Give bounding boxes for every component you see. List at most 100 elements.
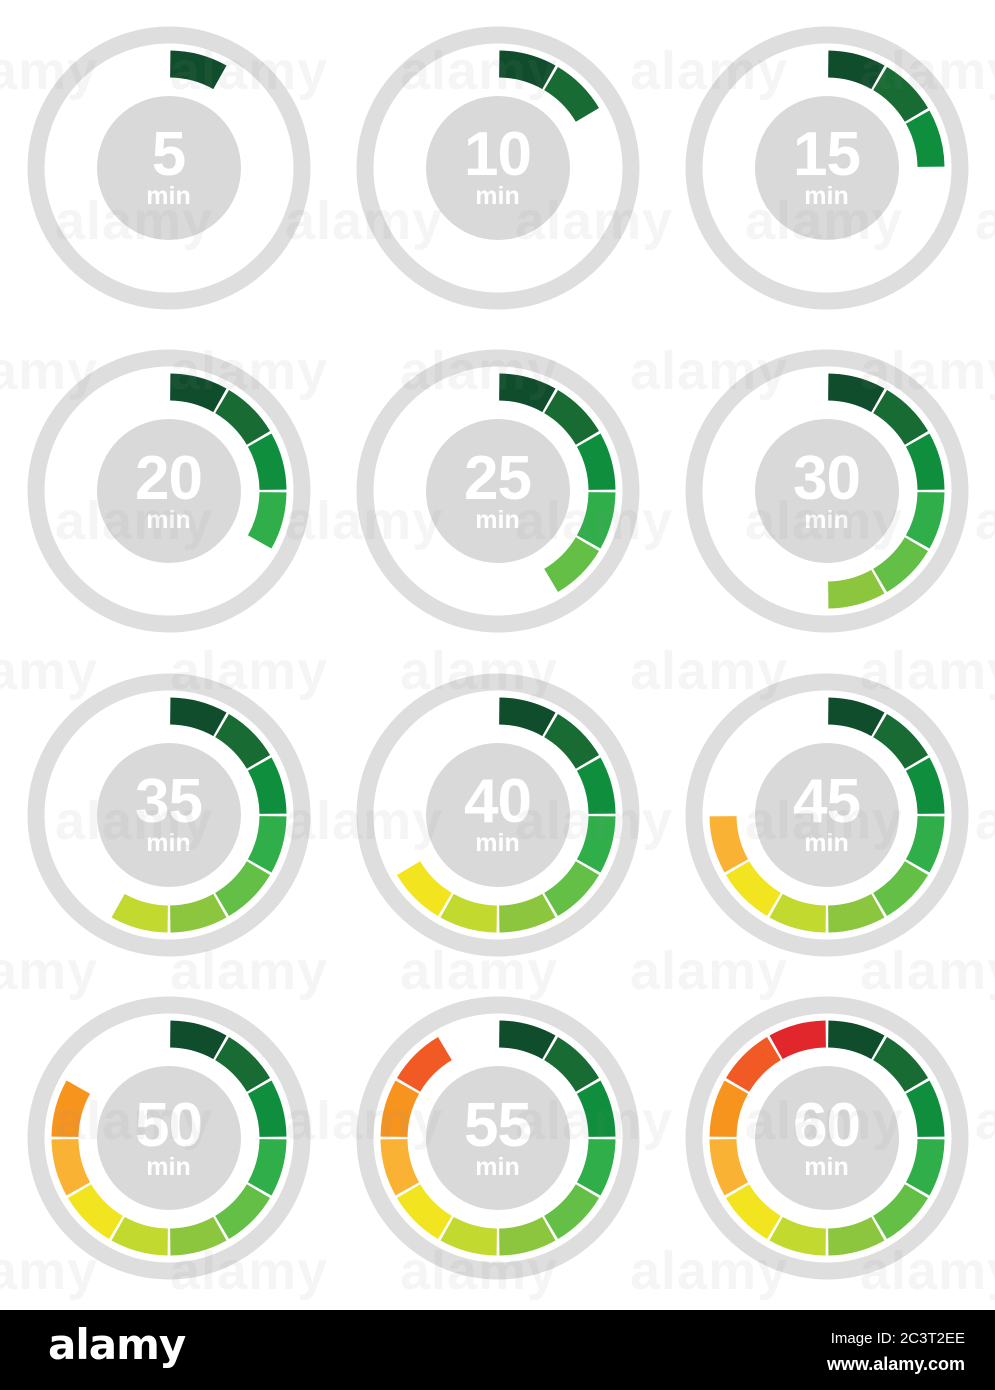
gauge-segment-7 [111, 893, 168, 933]
gauge-outer-ring [356, 673, 639, 957]
gauge-segment-2 [543, 66, 599, 122]
gauge-segment-6 [827, 893, 884, 933]
alamy-footer-bar: alamy Image ID: 2C3T2EE www.alamy.com [0, 1310, 995, 1390]
gauge-segment-10 [51, 1080, 90, 1138]
gauge-cell-10min: 10 min [333, 6, 662, 330]
gauge-segment-5 [214, 860, 270, 916]
gauge-segment-6 [498, 1216, 555, 1256]
gauge-track [709, 50, 944, 286]
gauge-segment-1 [827, 373, 884, 413]
gauge-outer-ring [685, 349, 968, 633]
gauge-grid: 5 min 10 min 15 min 20 min 25 min 30 min 35 min 40 min 4… [4, 6, 991, 1301]
gauge-10min[interactable]: 10 min [353, 23, 643, 313]
gauge-segment-4 [247, 1138, 286, 1196]
gauge-15min[interactable]: 15 min [682, 23, 972, 313]
gauge-segment-6 [169, 893, 226, 933]
gauge-segment-4 [576, 1138, 615, 1196]
gauge-segment-2 [214, 713, 270, 769]
gauge-cell-60min: 60 min [662, 977, 991, 1301]
gauge-45min[interactable]: 45 min [682, 670, 972, 960]
gauge-cell-5min: 5 min [4, 6, 333, 330]
gauge-segment-4 [247, 815, 286, 873]
gauge-segment-5 [214, 1184, 270, 1240]
gauge-segment-9 [380, 1138, 419, 1196]
gauge-center-disc [425, 95, 570, 240]
gauge-segment-10 [380, 1080, 419, 1138]
gauge-segment-3 [247, 757, 286, 815]
gauge-40min[interactable]: 40 min [353, 670, 643, 960]
gauge-outer-ring [27, 26, 310, 310]
gauge-segment-6 [498, 893, 555, 933]
gauge-50min[interactable]: 50 min [24, 993, 314, 1283]
gauge-ring-graphic [356, 349, 639, 633]
gauge-25min[interactable]: 25 min [353, 346, 643, 636]
gauge-segment-4 [247, 491, 286, 549]
gauge-segment-1 [498, 50, 555, 90]
gauge-outer-ring [685, 673, 968, 957]
gauge-segment-3 [576, 433, 615, 491]
gauge-cell-35min: 35 min [4, 653, 333, 977]
gauge-center-disc [96, 419, 241, 564]
gauge-segment-10 [709, 1080, 748, 1138]
gauge-segment-6 [827, 1216, 884, 1256]
gauge-outer-ring [27, 673, 310, 957]
gauge-30min[interactable]: 30 min [682, 346, 972, 636]
gauge-segment-2 [872, 713, 928, 769]
gauge-cell-50min: 50 min [4, 977, 333, 1301]
gauge-segment-1 [827, 50, 884, 90]
gauge-60min[interactable]: 60 min [682, 993, 972, 1283]
gauge-segment-3 [905, 110, 944, 168]
gauge-segment-3 [247, 433, 286, 491]
gauge-track [380, 697, 615, 933]
gauge-track [709, 1020, 944, 1256]
gauge-segment-6 [827, 569, 884, 609]
gauge-segment-4 [576, 815, 615, 873]
gauge-segment-1 [169, 697, 226, 737]
gauge-cell-40min: 40 min [333, 653, 662, 977]
gauge-segment-5 [543, 860, 599, 916]
gauge-20min[interactable]: 20 min [24, 346, 314, 636]
gauge-ring-graphic [27, 996, 310, 1280]
gauge-segment-1 [827, 1020, 884, 1060]
gauge-outer-ring [27, 996, 310, 1280]
gauge-outer-ring [356, 349, 639, 633]
gauge-ring-graphic [685, 996, 968, 1280]
gauge-segment-7 [111, 1216, 168, 1256]
gauge-segment-9 [51, 1138, 90, 1196]
gauge-segment-1 [169, 50, 226, 90]
gauge-segment-9 [709, 1138, 748, 1196]
gauge-segment-2 [543, 713, 599, 769]
gauge-segment-1 [498, 1020, 555, 1060]
gauge-segment-3 [905, 433, 944, 491]
gauge-segment-4 [905, 491, 944, 549]
gauge-5min[interactable]: 5 min [24, 23, 314, 313]
gauge-55min[interactable]: 55 min [353, 993, 643, 1283]
gauge-center-disc [96, 742, 241, 887]
gauge-cell-20min: 20 min [4, 330, 333, 654]
gauge-ring-graphic [685, 349, 968, 633]
gauge-ring-graphic [356, 26, 639, 310]
gauge-track [380, 50, 615, 286]
gauge-center-disc [425, 742, 570, 887]
gauge-segment-8 [725, 1184, 781, 1240]
gauge-center-disc [96, 95, 241, 240]
gauge-segment-2 [872, 1037, 928, 1093]
gauge-center-disc [96, 1066, 241, 1211]
alamy-url-link[interactable]: www.alamy.com [826, 1353, 965, 1374]
gauge-center-disc [754, 419, 899, 564]
gauge-segment-2 [872, 390, 928, 446]
gauge-segment-2 [543, 390, 599, 446]
gauge-ring-graphic [27, 349, 310, 633]
gauge-outer-ring [685, 26, 968, 310]
gauge-segment-7 [769, 893, 826, 933]
gauge-ring-graphic [356, 996, 639, 1280]
gauge-track [51, 373, 286, 609]
gauge-segment-7 [440, 1216, 497, 1256]
alamy-logo: alamy [48, 1320, 186, 1369]
gauge-segment-5 [543, 1184, 599, 1240]
gauge-cell-15min: 15 min [662, 6, 991, 330]
gauge-segment-5 [872, 537, 928, 593]
gauge-segment-6 [169, 1216, 226, 1256]
gauge-ring-graphic [356, 673, 639, 957]
gauge-35min[interactable]: 35 min [24, 670, 314, 960]
